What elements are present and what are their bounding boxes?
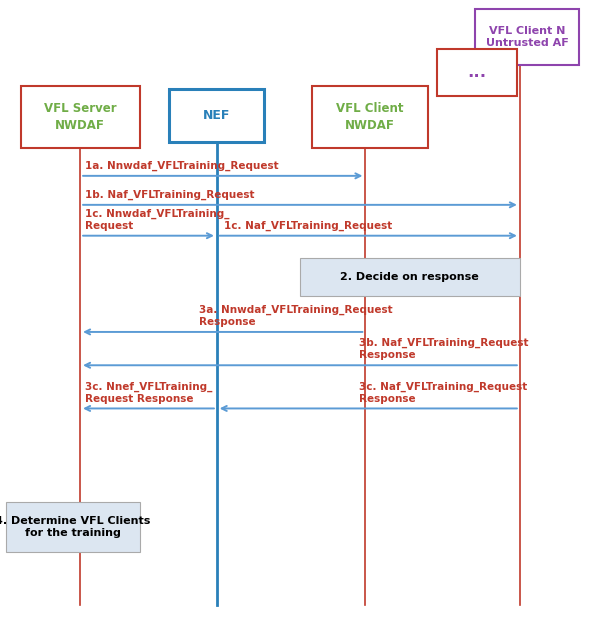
FancyBboxPatch shape [437,49,517,96]
Text: 2. Decide on response: 2. Decide on response [340,272,479,282]
FancyBboxPatch shape [6,502,140,552]
FancyBboxPatch shape [312,86,428,148]
Text: VFL Server
NWDAF: VFL Server NWDAF [44,102,116,132]
Text: 3c. Nnef_VFLTraining_
Request Response: 3c. Nnef_VFLTraining_ Request Response [85,381,212,404]
Text: 1a. Nnwdaf_VFLTraining_Request: 1a. Nnwdaf_VFLTraining_Request [85,160,279,171]
Text: 3b. Naf_VFLTraining_Request
Response: 3b. Naf_VFLTraining_Request Response [359,338,529,360]
FancyBboxPatch shape [169,89,264,142]
Text: VFL Client
NWDAF: VFL Client NWDAF [336,102,403,132]
Text: 3c. Naf_VFLTraining_Request
Response: 3c. Naf_VFLTraining_Request Response [359,381,527,404]
Text: 1c. Naf_VFLTraining_Request: 1c. Naf_VFLTraining_Request [224,220,392,231]
Text: 4. Determine VFL Clients
for the training: 4. Determine VFL Clients for the trainin… [0,516,150,538]
FancyBboxPatch shape [475,9,579,65]
Text: NEF: NEF [203,109,230,122]
Text: VFL Client N
Untrusted AF: VFL Client N Untrusted AF [486,26,568,48]
Text: 3a. Nnwdaf_VFLTraining_Request
Response: 3a. Nnwdaf_VFLTraining_Request Response [199,305,393,327]
FancyBboxPatch shape [300,258,520,296]
Text: ...: ... [467,64,486,81]
Text: 1b. Naf_VFLTraining_Request: 1b. Naf_VFLTraining_Request [85,189,254,200]
Text: 1c. Nnwdaf_VFLTraining_
Request: 1c. Nnwdaf_VFLTraining_ Request [85,209,229,231]
FancyBboxPatch shape [21,86,140,148]
